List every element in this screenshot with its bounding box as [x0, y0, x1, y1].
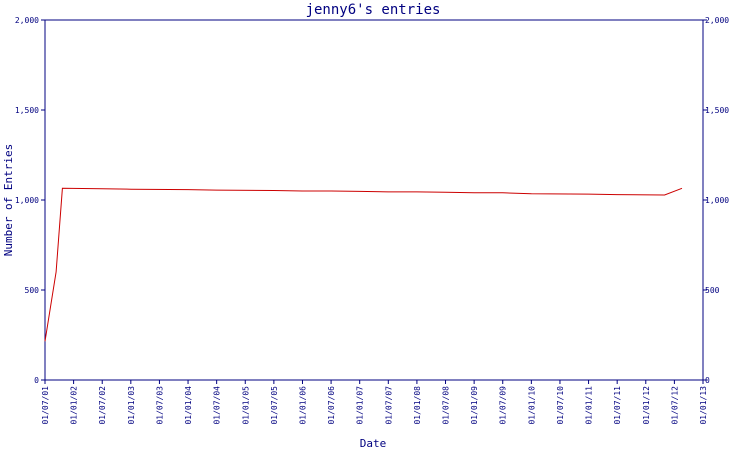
x-tick-label: 01/07/11: [613, 386, 622, 425]
series-group: [44, 187, 683, 342]
x-tick-label: 01/01/11: [585, 386, 594, 425]
x-tick-label: 01/01/04: [184, 386, 193, 425]
axes: [44, 19, 704, 381]
y-tick-label-left: 0: [34, 376, 39, 385]
plot-frame: [44, 19, 704, 381]
y-tick-label-left: 2,000: [15, 16, 39, 25]
y-tick-label-left: 1,500: [15, 106, 39, 115]
x-tick-label: 01/07/02: [98, 386, 107, 425]
y-tick-label-right: 0: [705, 376, 710, 385]
x-tick-label: 01/01/12: [642, 386, 651, 425]
x-ticks: 01/07/01 01/01/02 01/07/02 01/01/03 01/07/03…: [41, 380, 708, 425]
x-tick-label: 01/07/09: [499, 386, 508, 425]
x-tick-label: 01/07/01: [41, 386, 50, 425]
x-tick-label: 01/01/10: [527, 386, 536, 425]
y-tick-label-left: 1,000: [15, 196, 39, 205]
x-tick-label: 01/07/04: [213, 386, 222, 425]
x-tick-label: 01/01/08: [413, 386, 422, 425]
y-tick-label-left: 500: [25, 286, 40, 295]
chart-title: jenny6's entries: [306, 2, 441, 18]
x-tick-label: 01/01/03: [127, 386, 136, 425]
x-tick-label: 01/07/06: [327, 386, 336, 425]
x-tick-label: 01/01/06: [298, 386, 307, 425]
x-tick-label: 01/01/09: [470, 386, 479, 425]
y-tick-label-right: 500: [705, 286, 720, 295]
y-axis-title: Number of Entries: [2, 144, 15, 257]
y-tick-label-right: 1,500: [705, 106, 729, 115]
x-axis-title: Date: [360, 437, 387, 450]
x-tick-label: 01/01/07: [356, 386, 365, 425]
x-tick-label: 01/07/12: [670, 386, 679, 425]
x-tick-label: 01/01/02: [70, 386, 79, 425]
x-tick-label: 01/01/13: [699, 386, 708, 425]
x-tick-label: 01/07/05: [270, 386, 279, 425]
series-line: [44, 187, 683, 342]
x-tick-label: 01/07/07: [384, 386, 393, 425]
y-ticks: 0 0 500 500 1,000 1,000 1,500 1,500 2,000 2,000: [15, 16, 729, 385]
x-tick-label: 01/07/03: [155, 386, 164, 425]
y-tick-label-right: 1,000: [705, 196, 729, 205]
x-tick-label: 01/07/10: [556, 386, 565, 425]
x-tick-label: 01/01/05: [241, 386, 250, 425]
y-tick-label-right: 2,000: [705, 16, 729, 25]
x-tick-label: 01/07/08: [442, 386, 451, 425]
